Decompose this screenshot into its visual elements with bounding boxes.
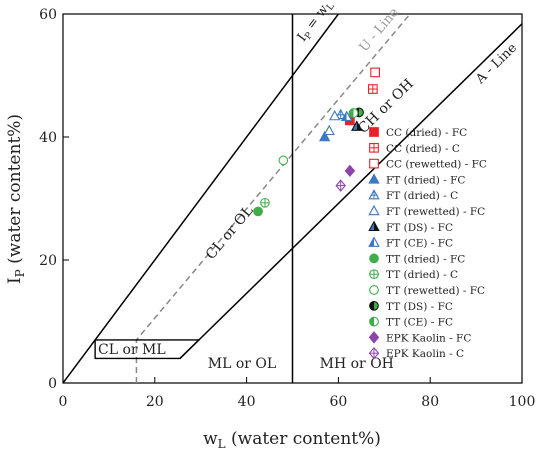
legend-marker-cc-dried-c — [369, 142, 379, 153]
legend-label-cc-dried-fc: CC (dried) - FC — [386, 127, 467, 139]
legend-marker-ft-ds-fc — [368, 220, 380, 232]
point-ft-rewetted-fc — [329, 110, 341, 121]
legend-label-ft-dried-fc: FT (dried) - FC — [386, 174, 465, 186]
legend-label-ft-ce-fc: FT (CE) - FC — [386, 238, 453, 250]
u-line-label: U - Line — [357, 5, 402, 55]
y-tick-label: 40 — [39, 130, 57, 146]
x-tick-label: 20 — [146, 394, 164, 410]
x-tick-label: 60 — [329, 394, 347, 410]
legend-label-cc-dried-c: CC (dried) - C — [386, 143, 460, 155]
point-ft-dried-fc — [318, 130, 331, 142]
data-points — [253, 67, 380, 217]
reference-lines — [63, 14, 522, 383]
y-tick-label: 60 — [39, 7, 57, 23]
legend-label-tt-dried-c: TT (dried) - C — [386, 269, 458, 281]
x-tick-label: 80 — [421, 394, 439, 410]
point-ft-dried-c — [335, 108, 347, 120]
legend-marker-tt-dried-c — [369, 269, 379, 280]
region-label-cl-or-ml: CL or ML — [98, 342, 166, 358]
legend-marker-cc-rewetted-fc — [369, 158, 379, 169]
cl-ml-zone — [94, 339, 201, 360]
legend-marker-ft-dried-c — [368, 189, 380, 200]
point-cc-dried-c — [367, 84, 378, 94]
y-tick-label: 0 — [48, 376, 57, 392]
point-ft-ds-fc — [351, 120, 363, 131]
legend-label-tt-rewetted-fc: TT (rewetted) - FC — [386, 285, 485, 297]
point-epk-kaolin-fc — [344, 164, 356, 178]
legend-label-tt-ce-fc: TT (CE) - FC — [386, 317, 453, 329]
legend-marker-tt-rewetted-fc — [369, 285, 379, 295]
x-axis-label: wL (water content%) — [203, 429, 381, 451]
legend-label-tt-ds-fc: TT (DS) - FC — [386, 301, 453, 313]
legend-marker-tt-ds-fc — [369, 300, 379, 311]
legend-label-cc-rewetted-fc: CC (rewetted) - FC — [386, 159, 487, 171]
legend-label-ft-ds-fc: FT (DS) - FC — [386, 222, 453, 234]
point-epk-kaolin-c — [335, 179, 346, 192]
legend-marker-cc-dried-fc — [369, 127, 379, 137]
point-tt-dried-fc — [253, 206, 263, 217]
a-line-line — [179, 23, 522, 359]
legend-marker-epk-kaolin-c — [368, 346, 380, 360]
x-tick-label: 100 — [509, 394, 536, 410]
legend-marker-tt-ce-fc — [369, 316, 379, 327]
a-line-label: A - Line — [472, 40, 520, 87]
legend-label-epk-kaolin-c: EPK Kaolin - C — [386, 348, 464, 360]
legend-marker-ft-ce-fc — [368, 236, 380, 247]
axis-ticks: 0 20 40 60 80 100 0 20 40 60 — [39, 7, 535, 410]
region-label-mh-or-oh: MH or OH — [320, 356, 394, 372]
y-axis-label: IP (water content%) — [5, 114, 27, 284]
legend: CC (dried) - FC CC (dried) - C CC (rewette… — [368, 127, 487, 360]
ip-wl-line — [63, 14, 340, 383]
point-ft-ce-fc — [341, 110, 353, 121]
legend-label-ft-rewetted-fc: FT (rewetted) - FC — [386, 206, 485, 218]
x-tick-label: 0 — [59, 394, 68, 410]
legend-marker-ft-rewetted-fc — [368, 204, 380, 216]
point-cc-rewetted-fc — [370, 67, 380, 78]
x-tick-label: 40 — [238, 394, 256, 410]
legend-label-epk-kaolin-fc: EPK Kaolin - FC — [386, 332, 471, 344]
legend-marker-tt-dried-fc — [369, 253, 379, 264]
legend-label-tt-dried-fc: TT (dried) - FC — [386, 253, 465, 265]
region-label-ml-or-ol: ML or OL — [208, 356, 276, 372]
point-tt-rewetted-fc — [278, 155, 289, 166]
legend-label-ft-dried-c: FT (dried) - C — [386, 190, 458, 202]
point-tt-dried-c — [260, 197, 270, 208]
y-tick-label: 20 — [39, 253, 57, 269]
ip-equals-wl-label: IP = wL — [295, 0, 337, 46]
legend-marker-epk-kaolin-fc — [368, 331, 380, 344]
point-tt-ce-fc — [348, 108, 359, 118]
region-label-cl-or-ol: CL or OL — [203, 203, 257, 263]
legend-marker-ft-dried-fc — [368, 173, 380, 184]
point-ft-rewetted-fc — [323, 124, 335, 136]
